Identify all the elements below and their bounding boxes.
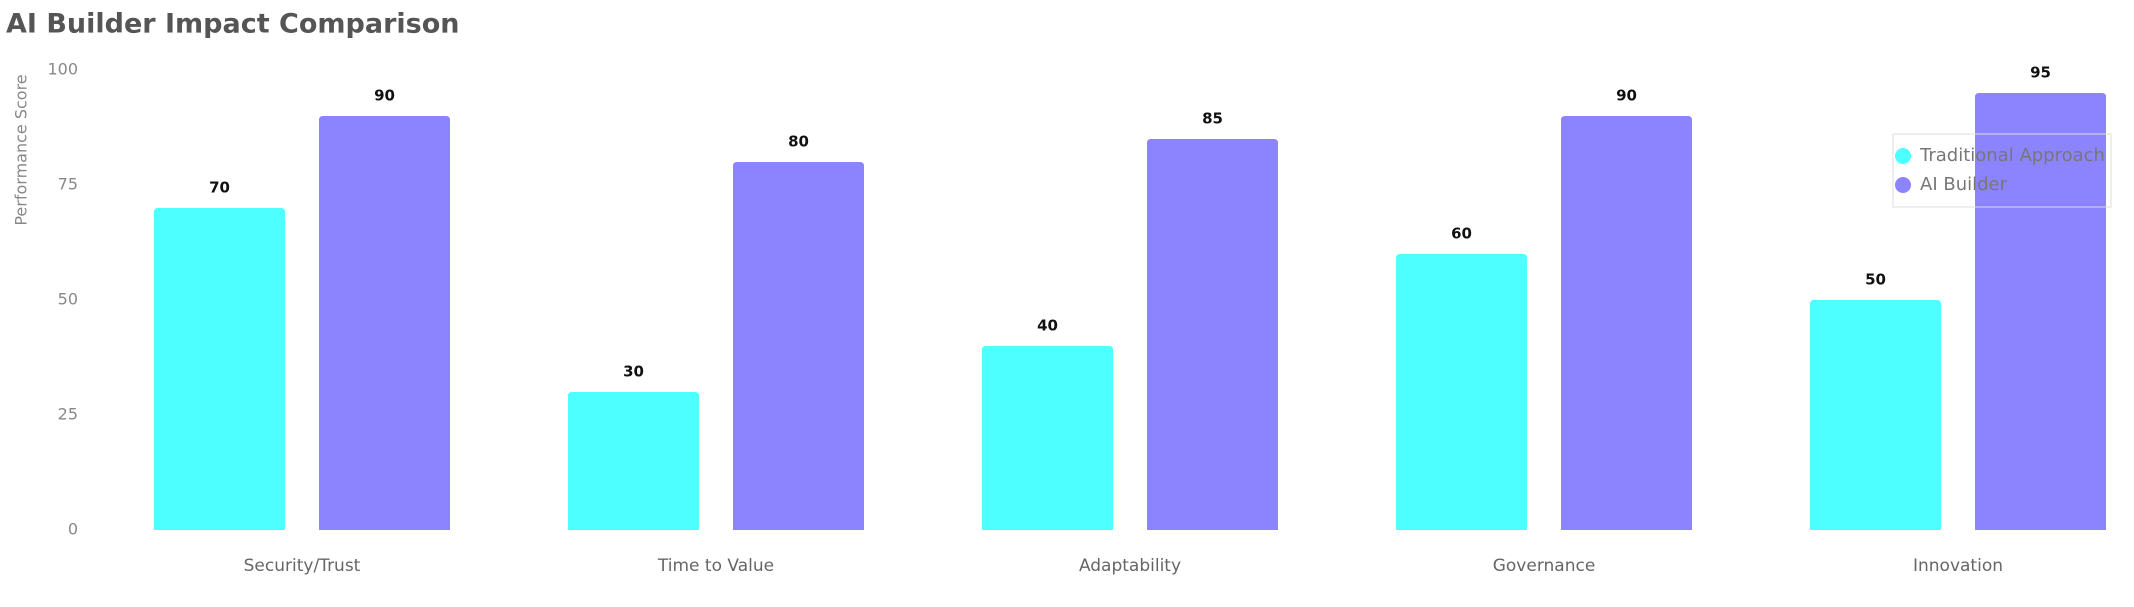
x-tick-label: Innovation bbox=[1913, 556, 2003, 576]
bar bbox=[1396, 254, 1527, 530]
legend-box bbox=[1892, 133, 2112, 208]
value-label: 30 bbox=[623, 363, 644, 381]
y-axis-label: Performance Score bbox=[12, 74, 31, 225]
y-tick-label: 0 bbox=[68, 520, 78, 539]
value-label: 85 bbox=[1202, 110, 1223, 128]
x-tick-label: Governance bbox=[1493, 556, 1596, 576]
legend-label: Traditional Approach bbox=[1919, 145, 2105, 166]
legend-label: AI Builder bbox=[1920, 174, 2008, 195]
legend-marker bbox=[1895, 177, 1911, 193]
value-label: 60 bbox=[1451, 225, 1472, 243]
bar bbox=[982, 346, 1113, 530]
y-tick-label: 75 bbox=[58, 175, 78, 194]
y-tick-label: 50 bbox=[58, 290, 78, 309]
bar bbox=[1810, 300, 1941, 530]
value-label: 40 bbox=[1037, 317, 1058, 335]
bar bbox=[154, 208, 285, 530]
bar bbox=[568, 392, 699, 530]
chart-title: AI Builder Impact Comparison bbox=[6, 9, 460, 40]
value-label: 90 bbox=[374, 87, 395, 105]
bar bbox=[1975, 93, 2106, 530]
y-tick-label: 100 bbox=[47, 60, 78, 79]
x-tick-label: Time to Value bbox=[657, 556, 774, 576]
bar bbox=[319, 116, 450, 530]
value-label: 80 bbox=[788, 133, 809, 151]
bar bbox=[733, 162, 864, 530]
bar bbox=[1147, 139, 1278, 530]
x-tick-label: Security/Trust bbox=[244, 556, 361, 576]
value-label: 70 bbox=[209, 179, 230, 197]
value-label: 95 bbox=[2030, 64, 2051, 82]
value-label: 50 bbox=[1865, 271, 1886, 289]
legend-marker bbox=[1895, 148, 1911, 164]
value-label: 90 bbox=[1616, 87, 1637, 105]
x-tick-label: Adaptability bbox=[1079, 556, 1181, 576]
y-tick-label: 25 bbox=[58, 405, 78, 424]
bar bbox=[1561, 116, 1692, 530]
